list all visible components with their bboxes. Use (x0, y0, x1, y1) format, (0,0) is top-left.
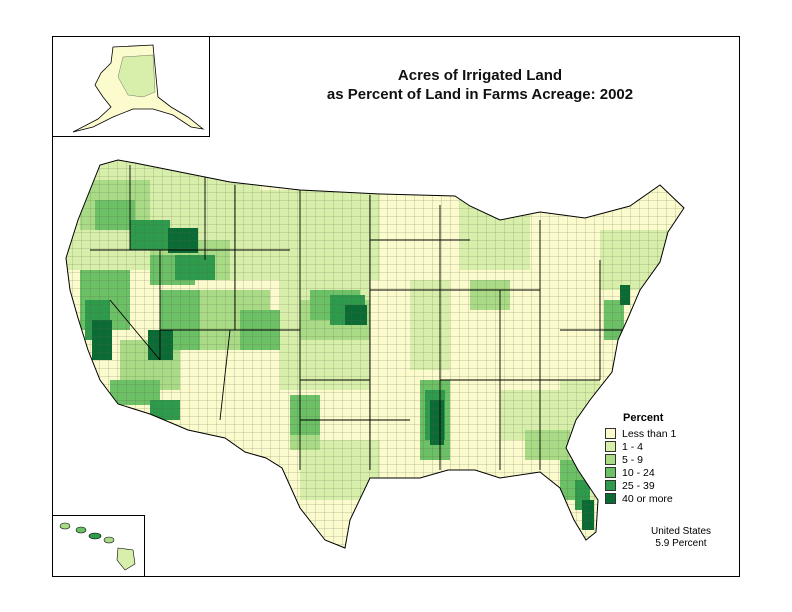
legend-swatch (605, 467, 616, 478)
legend-label: Less than 1 (622, 427, 677, 440)
legend-label: 40 or more (622, 492, 673, 505)
legend-item: 5 - 9 (605, 453, 725, 466)
legend-label: 25 - 39 (622, 479, 655, 492)
map-frame (52, 36, 740, 577)
us-summary: United States 5.9 Percent (636, 526, 726, 550)
legend-swatch (605, 428, 616, 439)
legend-item: 40 or more (605, 492, 725, 505)
hawaii-map (59, 522, 136, 571)
legend-label: 1 - 4 (622, 440, 644, 453)
legend-swatch (605, 480, 616, 491)
title-line-2: as Percent of Land in Farms Acreage: 200… (326, 86, 634, 103)
legend-swatch (605, 441, 616, 452)
legend-label: 10 - 24 (622, 466, 655, 479)
map-title: Acres of Irrigated Land as Percent of La… (300, 66, 660, 104)
legend-item: 10 - 24 (605, 466, 725, 479)
title-line-1: Acres of Irrigated Land (397, 67, 563, 84)
legend-swatch (605, 493, 616, 504)
legend-title: Percent (623, 412, 664, 424)
legend-item: 1 - 4 (605, 440, 725, 453)
legend-item: 25 - 39 (605, 479, 725, 492)
irrigation-regions (66, 160, 684, 548)
summary-line-1: United States (650, 526, 712, 537)
legend-item: Less than 1 (605, 427, 725, 440)
alaska-inset (52, 36, 210, 137)
legend-swatch (605, 454, 616, 465)
summary-line-2: 5.9 Percent (655, 538, 707, 549)
legend-label: 5 - 9 (622, 453, 644, 466)
alaska-map (72, 44, 205, 133)
hawaii-inset (52, 515, 145, 577)
